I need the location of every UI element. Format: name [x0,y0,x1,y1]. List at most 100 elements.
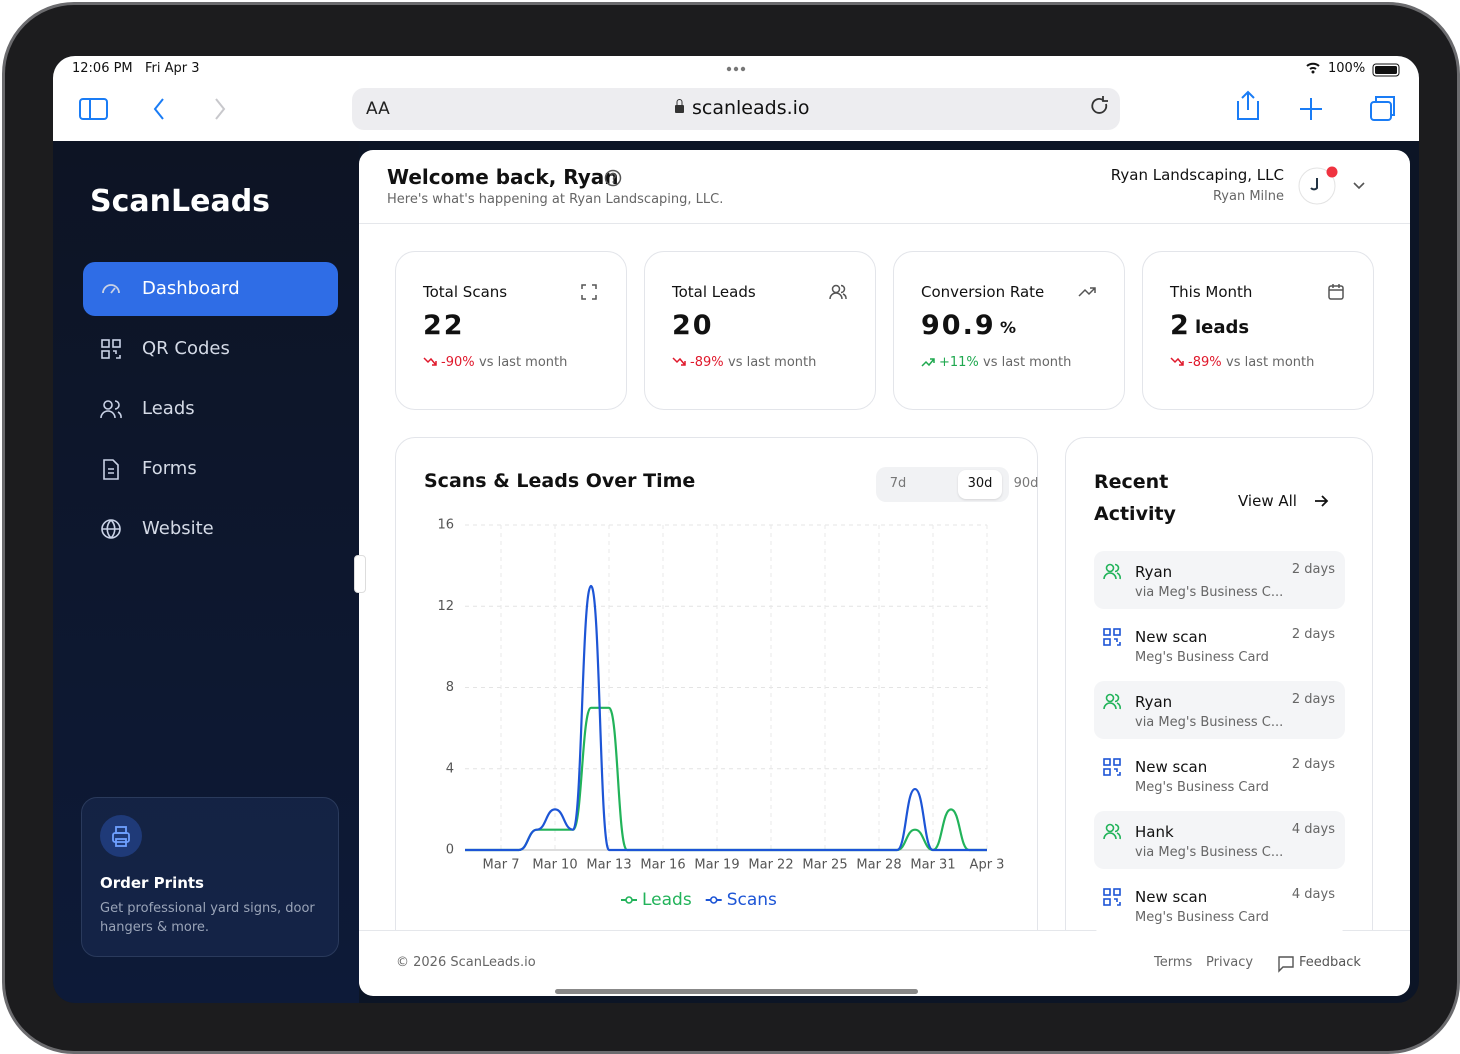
x-tick-label: Mar 10 [532,858,577,873]
stat-change: +11% [939,355,979,370]
printer-icon [100,815,142,857]
header-divider [359,223,1410,224]
legend-label: Scans [727,890,777,910]
help-icon[interactable] [604,169,624,189]
stat-icon [581,284,597,300]
activity-item[interactable] [1094,811,1345,869]
activity-icon [1103,563,1121,580]
trend-icon [423,357,437,366]
nav-item[interactable]: Website [142,518,214,539]
status-date: Fri Apr 3 [145,61,200,76]
x-tick-label: Mar 19 [694,858,739,873]
activity-time: 2 days [1291,562,1335,577]
stat-change-text: vs last month [728,355,817,370]
stat-card [644,251,876,410]
y-tick-label: 8 [446,680,454,695]
y-tick-label: 4 [446,761,454,776]
x-tick-label: Mar 16 [640,858,685,873]
activity-icon [1103,693,1121,710]
footer-link[interactable]: Terms [1154,955,1193,970]
stat-unit: % [1000,318,1017,337]
legend-label: Leads [642,890,692,910]
activity-icon [1103,758,1121,776]
trend-icon [672,357,686,366]
user-name: Ryan Milne [1212,189,1284,204]
range-button[interactable]: 30d [967,476,993,491]
nav-icon [101,519,121,539]
nav-item[interactable]: Forms [142,458,197,479]
promo-text: Get professional yard signs, door hanger… [100,901,315,935]
stat-title: Total Scans [423,283,508,301]
arrow-icon [1315,495,1329,507]
feedback-icon [1278,956,1294,973]
activity-item[interactable] [1094,876,1345,934]
activity-item[interactable] [1094,746,1345,804]
series-line [464,706,987,852]
activity-item[interactable] [1094,551,1345,609]
copyright: © 2026 ScanLeads.io [396,955,536,970]
activity-item[interactable] [1094,681,1345,739]
text-size-button[interactable]: AA [366,99,390,119]
activity-icon [1103,628,1121,646]
home-indicator [555,989,918,994]
activity-title: Recent Activity [1094,471,1176,525]
range-selected-bg [958,470,1002,499]
range-button[interactable]: 90d [1013,476,1039,491]
footer [359,930,1410,996]
view-all[interactable]: View All [1238,492,1297,510]
x-tick-label: Mar 31 [910,858,955,873]
activity-time: 2 days [1291,692,1335,707]
activity-detail: via Meg's Business C... [1135,715,1284,730]
x-tick-label: Mar 7 [483,858,520,873]
activity-time: 4 days [1291,822,1335,837]
brand: ScanLeads [90,184,271,219]
legend-dot [625,896,633,904]
stat-card [395,251,627,410]
nav-icon [100,400,122,419]
company-name: Ryan Landscaping, LLC [1110,166,1284,184]
trend-icon [1170,357,1184,366]
footer-link[interactable]: Privacy [1206,955,1254,970]
activity-detail: Meg's Business Card [1135,910,1269,925]
stat-change-text: vs last month [1226,355,1315,370]
footer-link[interactable]: Feedback [1299,955,1361,970]
collapse-handle[interactable] [354,555,366,593]
nav-item[interactable]: QR Codes [142,338,230,359]
activity-detail: Meg's Business Card [1135,650,1269,665]
y-tick-label: 0 [446,843,454,858]
nav-item[interactable]: Leads [142,398,195,419]
stat-title: Total Leads [672,283,756,301]
line-chart: 0 4 8 12 16 Mar 7 Mar 10 Mar 13 Mar 16 Mar 19 Mar … [437,518,1005,911]
activity-icon [1103,888,1121,906]
stat-value: 2 [1170,310,1191,341]
stat-title: This Month [1170,283,1253,301]
stat-title: Conversion Rate [921,283,1045,301]
welcome-title: Welcome back, Ryan [387,165,619,189]
url[interactable]: scanleads.io [692,97,810,119]
activity-name: New scan [1135,628,1208,646]
chart-title: Scans & Leads Over Time [424,470,696,492]
x-tick-label: Apr 3 [970,858,1005,873]
nav-item[interactable]: Dashboard [142,278,240,299]
activity-name: Ryan [1135,693,1173,711]
activity-detail: via Meg's Business C... [1135,585,1284,600]
activity-detail: Meg's Business Card [1135,780,1269,795]
activity-name: New scan [1135,888,1208,906]
stat-change-text: vs last month [479,355,568,370]
stat-value: 20 [672,310,714,341]
x-tick-label: Mar 22 [748,858,793,873]
range-button[interactable]: 7d [889,476,907,491]
x-tick-label: Mar 28 [856,858,901,873]
nav-icon [101,339,121,359]
activity-name: New scan [1135,758,1208,776]
account-menu[interactable] [1297,164,1377,208]
legend-dot [709,896,718,904]
stat-icon [1078,287,1096,297]
nav-icon [102,284,120,294]
stat-change: -90% [441,355,475,370]
activity-item[interactable] [1094,616,1345,674]
trend-icon [921,358,935,367]
activity-name: Ryan [1135,563,1173,581]
nav-active-bg[interactable] [83,262,338,316]
activity-detail: via Meg's Business C... [1135,845,1284,860]
